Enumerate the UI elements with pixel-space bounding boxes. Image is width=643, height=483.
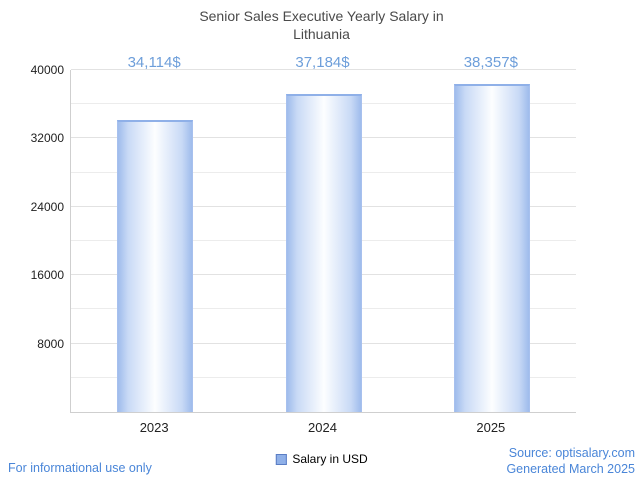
x-axis-tick-label: 2025	[476, 420, 506, 435]
y-axis-tick-label: 8000	[37, 336, 64, 351]
gridline	[71, 69, 576, 70]
y-axis-tick-label: 16000	[30, 268, 64, 283]
bar-2024[interactable]	[285, 94, 362, 412]
bar-value-label: 38,357$	[463, 54, 518, 71]
legend: Salary in USD	[275, 452, 368, 466]
bar-value-label: 34,114$	[127, 54, 181, 71]
y-axis-tick-label: 40000	[30, 63, 64, 77]
generated-text: Generated March 2025	[506, 462, 635, 476]
chart-title-text: Senior Sales Executive Yearly Salary in …	[199, 8, 444, 43]
chart-title: Senior Sales Executive Yearly Salary in …	[0, 7, 643, 44]
bar-value-label: 37,184$	[295, 54, 350, 71]
bar-2025[interactable]	[453, 84, 530, 412]
footer-source-block: Source: optisalary.com Generated March 2…	[506, 445, 635, 477]
x-axis-tick-label: 2023	[139, 420, 169, 435]
y-axis-tick-label: 32000	[30, 131, 64, 146]
legend-label: Salary in USD	[292, 452, 368, 466]
y-axis-tick-label: 24000	[30, 199, 64, 214]
footer-note: For informational use only	[8, 461, 152, 475]
x-axis-tick-label: 2024	[308, 420, 337, 435]
plot-area	[70, 69, 576, 413]
source-text: Source: optisalary.com	[508, 446, 635, 460]
bar-2023[interactable]	[117, 120, 194, 412]
legend-swatch-icon	[275, 453, 287, 465]
